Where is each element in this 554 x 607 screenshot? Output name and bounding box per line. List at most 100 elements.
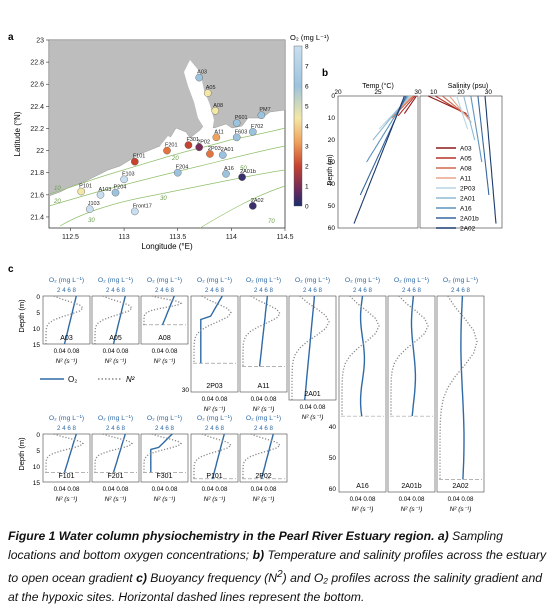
o2-profile-line [63, 295, 77, 345]
n2-tick-labels: 0.04 0.08 [202, 396, 228, 403]
station-name-F101: F101 [59, 473, 75, 480]
o2-tick-labels: 2 4 6 8 [57, 425, 76, 432]
lat-tick-label: 21.4 [30, 214, 44, 221]
station-marker-P101 [77, 187, 85, 196]
profile-frame [42, 433, 91, 483]
n2-profile-line [143, 295, 183, 325]
depth-tick-label: 60 [328, 225, 336, 232]
station-name-A05: A05 [109, 335, 122, 342]
sal-tick-label: 20 [457, 89, 465, 96]
depth-tick-row1: 5 [36, 310, 40, 317]
o2-tick-labels: 2 4 6 8 [155, 425, 174, 432]
station-label-2A02: 2A02 [251, 198, 264, 204]
depth-tick-label: 50 [328, 203, 336, 210]
station-marker-F603 [232, 133, 241, 142]
sal-profile-2A01b [477, 95, 490, 196]
station-marker-A16 [222, 170, 230, 178]
depth-tick-deep: 50 [329, 455, 337, 462]
figure-caption: Figure 1 Water column physiochemistry in… [8, 527, 548, 607]
caption-b-label: b) [252, 548, 265, 562]
lon-tick-label: 113.5 [169, 234, 186, 241]
panel-b-axes: 20 25 30 10 20 30 0 10 20 30 40 50 60 [328, 89, 503, 232]
land-mass [48, 39, 286, 197]
lat-tick-label: 22.6 [30, 82, 44, 89]
o2-axis-title: O₂ (mg L⁻¹) [394, 277, 429, 284]
temp-tick-label: 25 [374, 89, 382, 96]
profile-panel-2P02: O₂ (mg L⁻¹) 2 4 6 8 2P02 0.04 0.08 N² (s⁻¹) [239, 415, 288, 503]
o2-profile-line [112, 295, 126, 345]
profile-frame [190, 433, 239, 483]
o2-axis-title: O₂ (mg L⁻¹) [295, 277, 330, 284]
profile-panel-2A01: O₂ (mg L⁻¹) 2 4 6 8 2A01 0.04 0.08 N² (s⁻¹) [288, 277, 337, 421]
o2-axis-title: O₂ (mg L⁻¹) [147, 415, 182, 422]
legend-label-2A02: 2A02 [460, 226, 476, 233]
n2-axis-label: N² (s⁻¹) [105, 358, 127, 365]
station-label-A16: A16 [224, 166, 234, 172]
profile-frame [190, 295, 239, 393]
lat-tick-label: 22.2 [30, 126, 44, 133]
legend-n2: N² [126, 375, 135, 384]
legend-label-2P03: 2P03 [460, 186, 476, 193]
sal-tick-label: 10 [430, 89, 438, 96]
lat-tick-label: 22.8 [30, 60, 44, 67]
temp-profile-A03 [403, 95, 417, 114]
station-name-A08: A08 [158, 335, 171, 342]
o2-profile-line [359, 295, 366, 417]
o2-profile-line [258, 295, 269, 367]
station-marker-J103 [85, 205, 94, 213]
profile-panel-A08: O₂ (mg L⁻¹) 2 4 6 8 A08 0.04 0.08 N² (s⁻¹) [140, 277, 189, 365]
o2-tick-labels: 2 4 6 8 [254, 425, 273, 432]
o2-tick-labels: 2 4 6 8 [353, 287, 372, 294]
station-label-2A01b: 2A01b [240, 169, 256, 175]
temp-profile-A05 [397, 95, 416, 117]
panel-b-ylabel: Depth (m) [327, 154, 334, 185]
station-marker-A08 [211, 106, 220, 115]
panel-b-frame [337, 95, 419, 229]
o2-tick-labels: 2 4 6 8 [451, 287, 470, 294]
station-label-A11: A11 [214, 129, 223, 135]
profile-panel-F301: O₂ (mg L⁻¹) 2 4 6 8 F301 0.04 0.08 N² (s⁻¹) [140, 415, 189, 503]
profile-panel-F201: O₂ (mg L⁻¹) 2 4 6 8 F201 0.04 0.08 N² (s⁻¹) [91, 415, 140, 503]
legend-label-2A01b: 2A01b [460, 216, 479, 223]
sal-profile-2A01 [463, 95, 476, 141]
profile-panel-2A02: O₂ (mg L⁻¹) 2 4 6 8 2A02 0.04 0.08 N² (s⁻¹) [436, 277, 485, 513]
sal-profile-A16 [470, 95, 483, 163]
lon-tick-label: 112.5 [62, 234, 79, 241]
station-name-2A02: 2A02 [452, 483, 468, 490]
station-label-F702: F702 [251, 124, 264, 130]
station-name-A03: A03 [60, 335, 73, 342]
station-marker-A11 [212, 133, 221, 142]
o2-tick-labels: 2 4 6 8 [106, 287, 125, 294]
profile-panel-A05: O₂ (mg L⁻¹) 2 4 6 8 A05 0.04 0.08 N² (s⁻¹) [91, 277, 140, 365]
legend-o2: O₂ [68, 375, 77, 384]
n2-profile-line [242, 295, 281, 367]
n2-profile-line [45, 295, 84, 344]
station-name-A16: A16 [356, 483, 369, 490]
depth-tick-row1: 10 [33, 326, 41, 333]
colorbar-tick-label: 3 [305, 144, 309, 151]
o2-tick-labels: 2 4 6 8 [402, 287, 421, 294]
n2-axis-label: N² (s⁻¹) [154, 496, 176, 503]
station-marker-F204 [173, 168, 182, 177]
colorbar [293, 45, 303, 207]
caption-a-label: a) [437, 529, 449, 543]
depth-tick-row1: 15 [33, 342, 41, 349]
station-name-2P03: 2P03 [206, 383, 222, 390]
map-xlabel: Longitude (°E) [141, 242, 193, 251]
svg-text:30: 30 [88, 218, 95, 224]
figure-canvas: a 10 20 30 30 50 70 20 A03A05A08PM7P601F… [8, 32, 503, 513]
o2-profile-line [410, 295, 417, 417]
depth-tick-row2: 15 [33, 480, 41, 487]
n2-axis-label: N² (s⁻¹) [401, 506, 423, 513]
map-ylabel: Latitude (°N) [13, 111, 22, 156]
station-label-F204: F204 [176, 165, 189, 171]
station-marker-2A01 [218, 151, 227, 159]
temp-axis-title: Temp (°C) [362, 82, 394, 90]
caption-c-sup: 2 [277, 569, 283, 580]
panel-b-frame [419, 95, 503, 229]
depth-tick-30: 30 [182, 387, 190, 394]
n2-tick-labels: 0.04 0.08 [54, 486, 80, 493]
station-label-A03: A03 [197, 70, 207, 76]
depth-tick-row1: 0 [36, 294, 40, 301]
o2-tick-labels: 2 4 6 8 [155, 287, 174, 294]
